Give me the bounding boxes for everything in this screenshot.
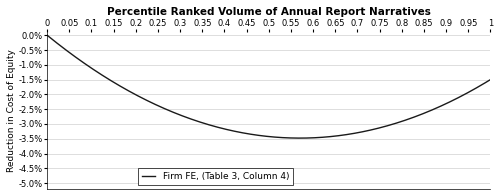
- Y-axis label: Reduction in Cost of Equity: Reduction in Cost of Equity: [7, 49, 16, 172]
- Firm FE, (Table 3, Column 4): [488, 78, 494, 81]
- Firm FE, (Table 3, Column 4): [309, 137, 315, 139]
- Firm FE, (Table 3, Column 4): [44, 34, 50, 36]
- Firm FE, (Table 3, Column 4): [254, 134, 260, 136]
- Title: Percentile Ranked Volume of Annual Report Narratives: Percentile Ranked Volume of Annual Repor…: [107, 7, 430, 17]
- Firm FE, (Table 3, Column 4): [284, 137, 290, 139]
- Legend: Firm FE, (Table 3, Column 4): Firm FE, (Table 3, Column 4): [138, 168, 293, 185]
- Firm FE, (Table 3, Column 4): [408, 117, 414, 119]
- Firm FE, (Table 3, Column 4): [258, 134, 264, 137]
- Firm FE, (Table 3, Column 4): [478, 84, 484, 87]
- Firm FE, (Table 3, Column 4): [296, 137, 302, 139]
- Line: Firm FE, (Table 3, Column 4): Firm FE, (Table 3, Column 4): [47, 35, 490, 138]
